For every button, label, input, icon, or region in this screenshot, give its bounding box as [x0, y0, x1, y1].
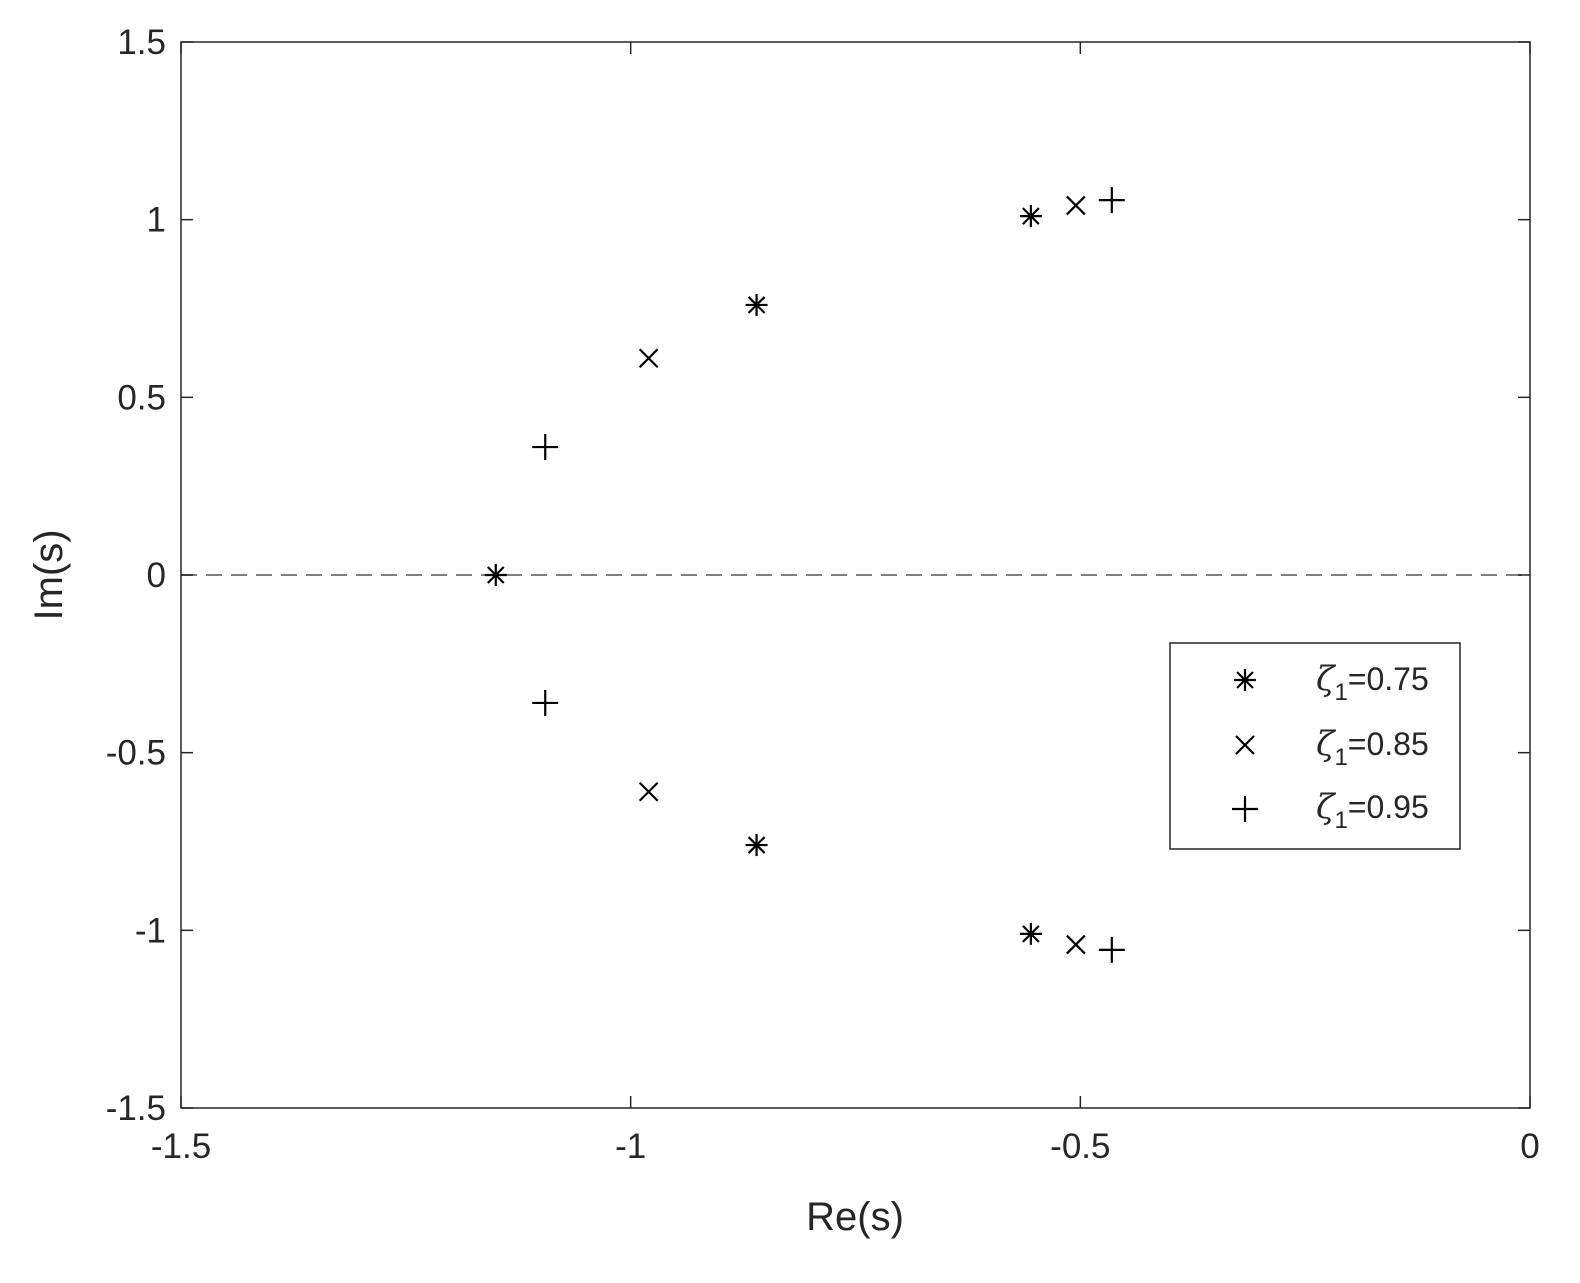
legend-entry-1-value: =0.75 [1348, 661, 1429, 697]
legend-entry-3-symbol: ζ [1316, 787, 1337, 827]
data-point-asterisk [484, 564, 507, 586]
x-tick-label: -0.5 [1050, 1127, 1110, 1166]
x-tick-label: -1.5 [151, 1127, 211, 1166]
x-axis-label: Re(s) [806, 1195, 904, 1239]
legend-entry-1-subscript: 1 [1334, 679, 1347, 706]
plot-frame [180, 41, 1531, 1109]
legend-entry-3-value: =0.95 [1348, 789, 1429, 825]
y-tick-label: 1.5 [117, 23, 166, 62]
legend-entry-2: ζ1=0.85 [1316, 724, 1429, 771]
data-point-x [638, 348, 659, 369]
data-point-plus [1098, 936, 1125, 963]
legend-entry-3: ζ1=0.95 [1316, 787, 1429, 834]
legend-entry-1: ζ1=0.75 [1316, 659, 1429, 706]
legend-marker-asterisk [1234, 669, 1256, 691]
legend-entry-2-symbol: ζ [1316, 724, 1337, 764]
x-tick-label: -1 [615, 1127, 646, 1166]
data-point-x [1066, 195, 1086, 216]
data-point-asterisk [745, 834, 768, 857]
data-point-plus [1098, 187, 1125, 214]
y-tick-label: -1 [135, 911, 166, 950]
legend-marker-plus [1232, 796, 1258, 822]
data-point-x [638, 781, 659, 802]
legend: ζ1=0.75 ζ1=0.85 ζ1=0.95 [1169, 642, 1461, 850]
legend-box [1169, 642, 1461, 850]
legend-entry-1-symbol: ζ [1316, 659, 1337, 699]
plot-area [181, 42, 1530, 1108]
data-point-asterisk [1019, 205, 1042, 228]
data-point-plus [532, 434, 559, 461]
data-point-asterisk [1019, 922, 1042, 945]
y-tick-label: 0 [147, 556, 166, 595]
y-tick-label: -1.5 [106, 1089, 166, 1128]
marker-layer [484, 187, 1125, 963]
legend-markers [1232, 669, 1258, 822]
legend-entry-3-subscript: 1 [1334, 807, 1347, 834]
legend-entry-2-value: =0.85 [1348, 726, 1429, 762]
x-tick-label: 0 [1520, 1127, 1539, 1166]
legend-entry-2-subscript: 1 [1334, 744, 1347, 771]
y-tick-label: -0.5 [106, 734, 166, 773]
legend-marker-x [1235, 735, 1255, 755]
data-point-plus [532, 689, 559, 716]
data-point-asterisk [745, 293, 768, 316]
y-tick-label: 1 [147, 201, 166, 240]
data-point-x [1066, 934, 1086, 955]
y-axis-label: Im(s) [27, 529, 71, 620]
y-tick-label: 0.5 [117, 378, 166, 417]
